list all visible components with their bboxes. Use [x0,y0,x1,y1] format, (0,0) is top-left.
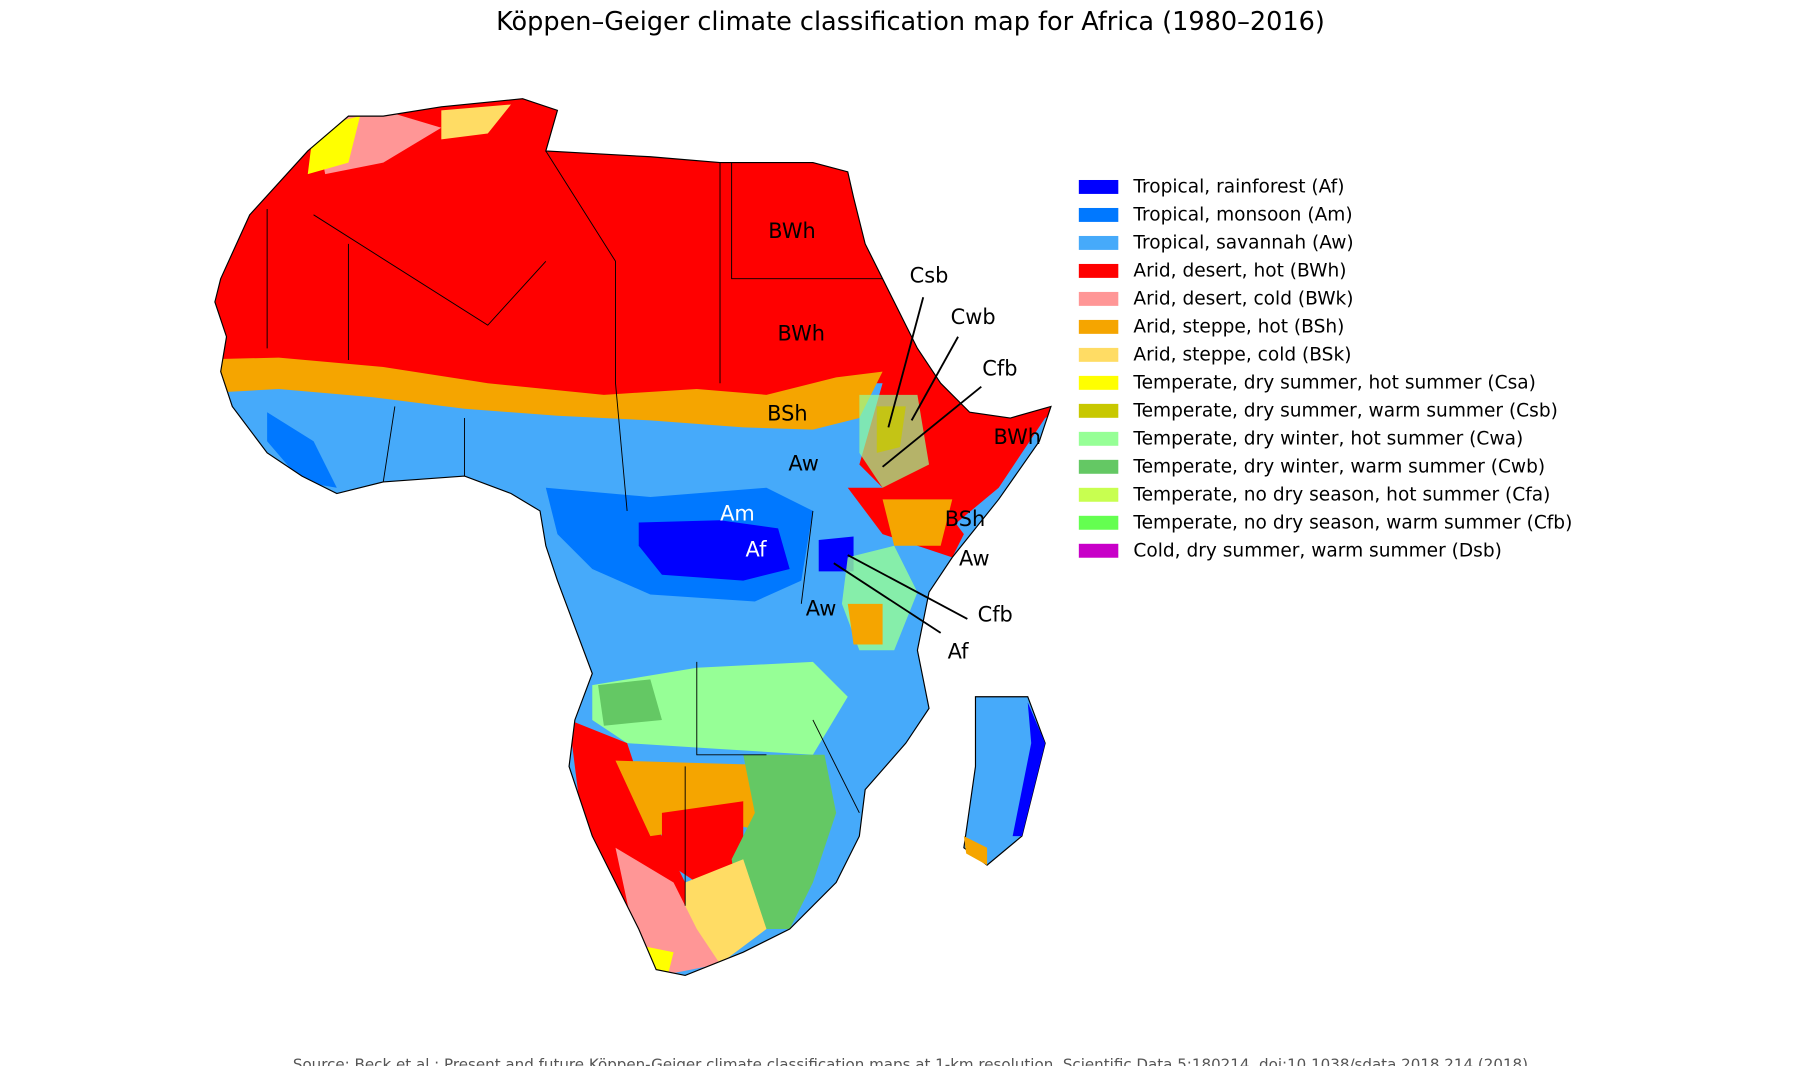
coastline [214,98,1052,977]
madagascar-south [963,836,988,866]
legend-label: Arid, desert, cold (BWk) [1133,288,1353,309]
legend-swatch [1078,347,1119,362]
legend-label: Arid, desert, hot (BWh) [1133,260,1346,281]
zone-label: BWh [768,219,815,243]
zone-label: Cfb [982,356,1017,380]
legend-swatch [1078,263,1119,278]
legend-label: Temperate, dry summer, warm summer (Csb) [1132,400,1557,421]
legend-swatch [1078,179,1119,194]
legend-swatch [1078,291,1119,306]
source-note: Source: Beck et al.: Present and future … [293,1055,1528,1066]
legend-label: Temperate, dry summer, hot summer (Csa) [1132,372,1535,393]
legend-label: Arid, steppe, cold (BSk) [1133,344,1351,365]
zone-label: Am [720,501,755,525]
legend-label: Tropical, savannah (Aw) [1132,232,1353,253]
legend-label: Arid, steppe, hot (BSh) [1133,316,1344,337]
leader-lines [833,297,982,634]
legend-label: Temperate, dry winter, hot summer (Cwa) [1132,428,1523,449]
zone-label: Cfb [978,602,1013,626]
legend-swatch [1078,207,1119,222]
legend-label: Tropical, rainforest (Af) [1132,176,1344,197]
zone-label: BWh [778,321,825,345]
legend-swatch [1078,319,1119,334]
zone-label: Csb [910,263,949,287]
legend-swatch [1078,515,1119,530]
zone-label: BWh [994,425,1041,449]
legend-label: Cold, dry summer, warm summer (Dsb) [1133,540,1501,561]
legend: Tropical, rainforest (Af) Tropical, monso… [1078,176,1572,561]
legend-swatch [1078,235,1119,250]
zone-label: Aw [959,547,990,571]
zone-label: Cwb [951,305,996,329]
zone-label: Aw [788,451,819,475]
legend-swatch [1078,375,1119,390]
legend-swatch [1078,459,1119,474]
legend-label: Tropical, monsoon (Am) [1132,204,1352,225]
madagascar-east [1012,702,1046,837]
legend-label: Temperate, dry winter, warm summer (Cwb) [1132,456,1545,477]
zone-label: BSh [945,507,985,531]
zone-label: Aw [806,597,837,621]
zone-label: Af [948,640,970,664]
legend-swatch [1078,403,1119,418]
legend-label: Temperate, no dry season, warm summer (C… [1132,512,1572,533]
legend-label: Temperate, no dry season, hot summer (Cf… [1132,484,1550,505]
legend-swatch [1078,543,1119,558]
legend-swatch [1078,487,1119,502]
legend-swatch [1078,431,1119,446]
zone-label: BSh [767,402,807,426]
map-title: Köppen–Geiger climate classification map… [496,7,1325,37]
zone-label: Af [746,537,768,561]
borders [266,150,883,906]
